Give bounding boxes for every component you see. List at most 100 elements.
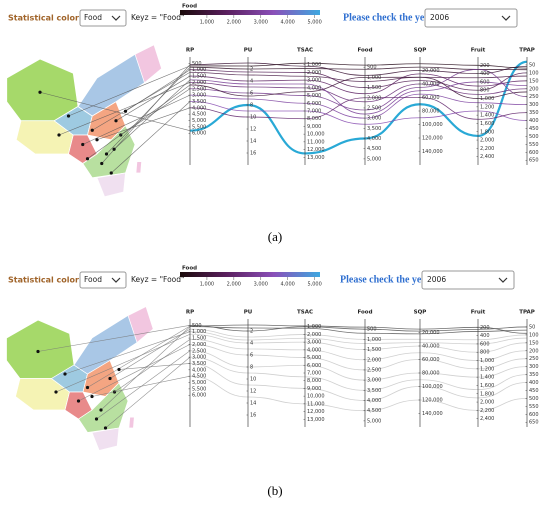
map-link [37, 325, 191, 352]
legend-tick-label: 2,000 [227, 282, 241, 288]
axis-tick-label: 2,000 [192, 342, 206, 348]
year-select[interactable] [421, 270, 515, 290]
axis-tick-label: 13,000 [307, 417, 325, 423]
axis-tick-label: 2,400 [480, 154, 494, 160]
axis-tick-label: 500 [192, 61, 202, 67]
axis-tick-label: 12 [250, 127, 256, 133]
map-link [64, 331, 191, 375]
axis-tick-label: 1,400 [480, 375, 494, 381]
poly-line [189, 62, 528, 69]
axis-tick-label: 2,000 [367, 357, 381, 363]
legend-tick-label: 1,000 [200, 20, 214, 26]
axis-tick-label: 2,500 [367, 105, 381, 111]
year-value: 2006 [427, 275, 446, 284]
axis-name: Food [357, 48, 372, 54]
coloring-select[interactable] [79, 9, 127, 27]
axis-tick-label: 4,500 [367, 146, 381, 152]
year-label: Please check the year: [340, 274, 434, 285]
axis-tick-label: 2,400 [480, 416, 494, 422]
axis-tick-label: 2,000 [367, 95, 381, 101]
axis-tick-label: 8 [250, 365, 253, 371]
axis-tick-label: 2,500 [192, 86, 206, 92]
axis-tick-label: 1,400 [480, 113, 494, 119]
axis-tick-label: 20,000 [422, 330, 440, 336]
axis-tick-label: 3,000 [307, 78, 321, 84]
axis-tick-label: 3,500 [367, 388, 381, 394]
axis-tick-label: 5,000 [367, 156, 381, 162]
panel: Statistical coloring:Food Keyz = "Food"Fo… [6, 266, 539, 498]
map-link [68, 65, 191, 117]
map-dot [109, 171, 113, 175]
axis-tick-label: 1,800 [480, 129, 494, 135]
axis-tick-label: 8 [250, 103, 253, 109]
map-region [68, 134, 98, 164]
map-dot [76, 399, 81, 403]
poly-line [189, 375, 528, 412]
poly-line [189, 350, 528, 381]
map-dot [112, 147, 116, 151]
axis-tick-label: 140,000 [422, 149, 443, 155]
axis-tick-label: 1,000 [192, 329, 206, 335]
map-region [127, 305, 154, 344]
axis-tick-label: 2,500 [367, 367, 381, 373]
poly-line [189, 79, 528, 115]
axis-tick-label: 350 [529, 110, 539, 116]
axis-tick-label: 16 [250, 151, 256, 157]
map-region [128, 416, 135, 429]
axis-tick-label: 1,200 [480, 366, 494, 372]
axis-tick-label: 200 [529, 86, 539, 92]
map-dot [85, 385, 90, 390]
axis-tick-label: 400 [529, 380, 539, 386]
axis-name: TPAP [519, 310, 535, 316]
axis-tick-label: 4,500 [192, 112, 206, 118]
axis-tick-label: 2 [250, 329, 253, 335]
map-link [106, 66, 191, 155]
axis-tick-label: 600 [529, 150, 539, 156]
axis-tick-label: 3,500 [192, 361, 206, 367]
axis-tick-label: 2,000 [307, 70, 321, 76]
chevron [501, 15, 511, 21]
map-link [87, 325, 191, 388]
axis-tick-label: 6 [250, 353, 253, 359]
axis-tick-label: 2,500 [192, 348, 206, 354]
axis-tick-label: 8,000 [307, 116, 321, 122]
map-dot [54, 390, 58, 394]
axis-tick-label: 5,500 [192, 124, 206, 130]
legend-bar [180, 10, 320, 15]
axis-tick-label: 4 [250, 79, 253, 85]
map [6, 44, 163, 198]
axis-tick-label: 4 [250, 341, 253, 347]
legend-tick-label: 2,000 [227, 20, 241, 26]
map-region [64, 391, 93, 420]
axis-tick-label: 1,000 [480, 358, 494, 364]
axis-tick-label: 100,000 [422, 384, 443, 390]
axis-tick-label: 250 [529, 356, 539, 362]
axis-tick-label: 500 [367, 65, 377, 71]
axis-tick-label: 1,600 [480, 121, 494, 127]
axis-tick-label: 10 [250, 377, 256, 383]
year-value: 2006 [430, 13, 449, 22]
axis-tick-label: 200 [480, 63, 490, 69]
axis-tick-label: 14 [250, 401, 256, 407]
axis-name: Fruit [471, 310, 486, 316]
axis-tick-label: 10 [250, 115, 256, 121]
map-link [96, 107, 191, 141]
coloring-select[interactable] [79, 271, 127, 289]
axis-tick-label: 3,000 [192, 93, 206, 99]
map-link [111, 101, 191, 174]
axis-tick-label: 6,000 [307, 101, 321, 107]
year-select[interactable] [424, 8, 518, 28]
axis-tick-label: 4,000 [367, 136, 381, 142]
map-region [135, 161, 143, 174]
axis-tick-label: 2 [250, 67, 253, 73]
coloring-value: Food [84, 13, 102, 22]
axis-tick-label: 1,500 [367, 347, 381, 353]
axis-tick-label: 50 [529, 62, 535, 68]
map-dot [90, 394, 94, 399]
axis-name: PU [244, 310, 253, 316]
axis-tick-label: 1,500 [192, 336, 206, 342]
axis-tick-label: 1,600 [480, 383, 494, 389]
map-dot [108, 376, 112, 381]
axis-tick-label: 650 [529, 420, 539, 426]
axis-tick-label: 40,000 [422, 82, 440, 88]
